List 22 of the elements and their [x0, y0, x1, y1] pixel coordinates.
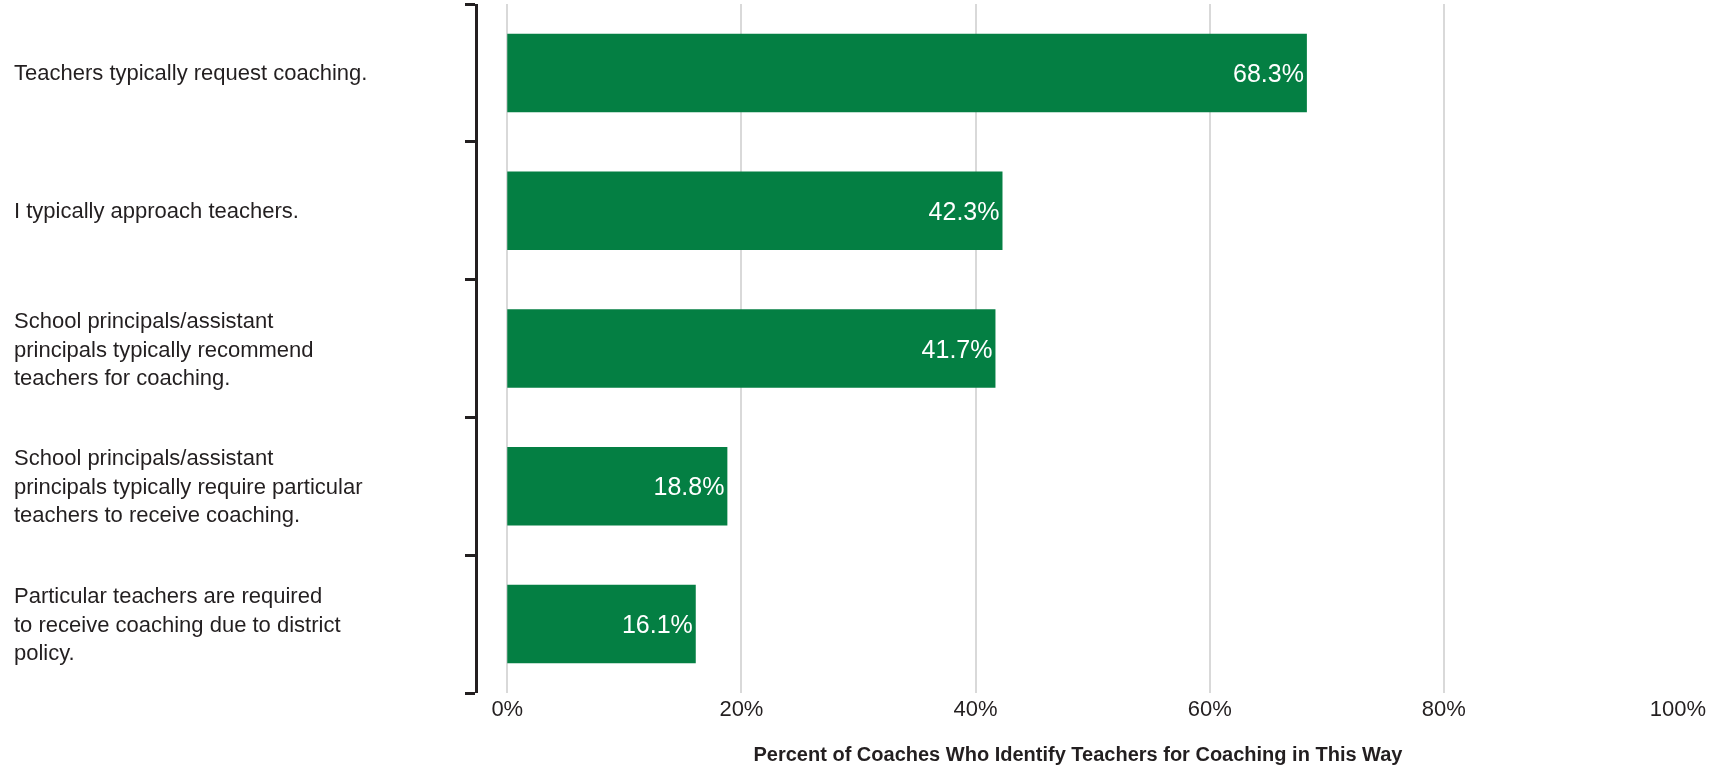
y-tick-label: I typically approach teachers. — [14, 198, 299, 223]
data-label: 68.3% — [1232, 58, 1304, 87]
y-tick-label: Teachers typically request coaching. — [14, 60, 368, 85]
bar — [507, 584, 696, 664]
y-tick-label: School principals/assistant principals typically recommend teachers for coaching. — [14, 308, 314, 391]
x-tick-label: 40% — [953, 696, 998, 721]
bar — [507, 33, 1307, 113]
bar — [507, 447, 728, 526]
data-label: 41.7% — [921, 334, 993, 363]
data-label: 18.8% — [653, 472, 725, 501]
bar — [507, 309, 996, 388]
data-label: 42.3% — [928, 196, 1000, 225]
data-label: 16.1% — [621, 610, 693, 639]
x-tick-label: 0% — [491, 696, 524, 721]
y-tick-label: School principals/assistant principals typically require particular teachers to receive coaching. — [14, 445, 363, 528]
x-tick-label: 100% — [1649, 696, 1707, 721]
x-axis-title: Percent of Coaches Who Identify Teachers for Coaching in This Way — [753, 742, 1404, 765]
x-tick-label: 80% — [1421, 696, 1466, 721]
x-tick-label: 60% — [1187, 696, 1232, 721]
x-tick-label: 20% — [719, 696, 764, 721]
y-tick-label: Particular teachers are required to receive coaching due to district policy. — [14, 583, 341, 666]
bar — [507, 171, 1003, 250]
